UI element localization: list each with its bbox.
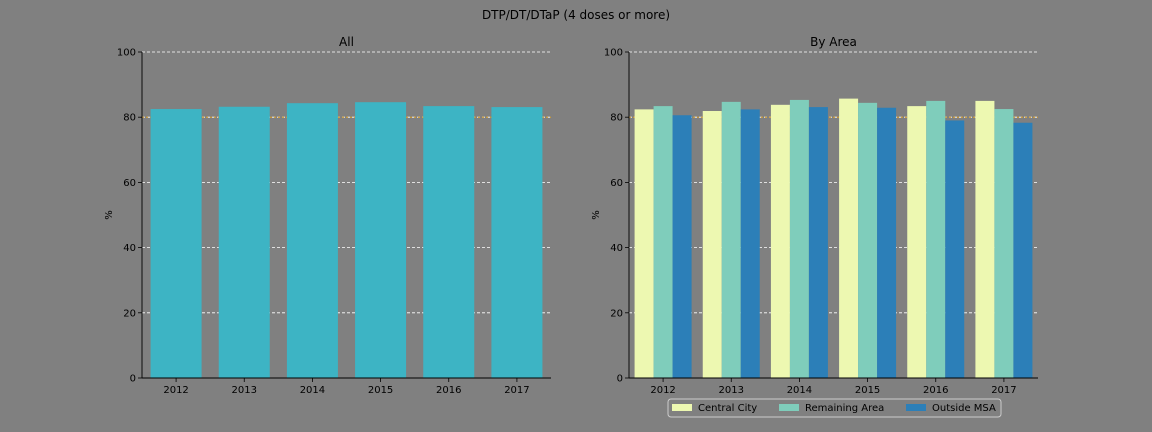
chart-by-area-ytick-label: 0: [617, 374, 623, 385]
chart-all-xtick-label: 2017: [504, 385, 529, 396]
chart-by-area-xtick-label: 2014: [787, 385, 812, 396]
chart-by-area-bar: [877, 107, 897, 378]
chart-all-ytick-label: 20: [123, 308, 136, 319]
chart-all-bar: [218, 106, 270, 378]
chart-by-area-legend-label: Outside MSA: [932, 403, 996, 414]
chart-all-xtick-label: 2013: [232, 385, 257, 396]
chart-all-ytick-label: 80: [123, 113, 136, 124]
chart-by-area-bar: [994, 109, 1014, 379]
chart-all-ytick-label: 100: [117, 48, 136, 59]
chart-by-area-xtick-label: 2016: [923, 385, 948, 396]
chart-by-area-xtick-label: 2013: [719, 385, 744, 396]
chart-by-area-legend-label: Remaining Area: [805, 403, 884, 414]
chart-all-title: All: [339, 35, 354, 49]
chart-all-xtick-label: 2016: [436, 385, 461, 396]
chart-all-bar: [286, 103, 338, 378]
chart-by-area-legend-label: Central City: [698, 403, 757, 414]
chart-by-area-ytick-label: 40: [610, 243, 623, 254]
chart-by-area-xtick-label: 2017: [991, 385, 1016, 396]
chart-by-area-bar: [858, 102, 878, 378]
chart-all-ytick-label: 0: [130, 374, 136, 385]
chart-by-area-legend-frame: [667, 398, 1002, 418]
chart-by-area-ytick-label: 60: [610, 178, 623, 189]
chart-by-area-bar: [634, 109, 654, 378]
chart-by-area-legend: Central City Remaining Area Outside MSA: [667, 398, 1002, 418]
chart-all-bar: [423, 106, 475, 378]
chart-by-area-bar: [740, 109, 760, 378]
chart-all-xtick-label: 2012: [163, 385, 188, 396]
chart-all-bar: [150, 109, 202, 379]
chart-by-area-ytick-label: 20: [610, 308, 623, 319]
chart-all-xtick-label: 2014: [300, 385, 325, 396]
chart-by-area-bar: [702, 111, 722, 379]
chart-by-area-legend-swatch: [672, 404, 692, 411]
chart-by-area-ylabel: %: [591, 210, 602, 220]
chart-all-ytick-label: 40: [123, 243, 136, 254]
chart-by-area-legend-swatch: [779, 404, 799, 411]
chart-by-area-xtick-label: 2012: [650, 385, 675, 396]
chart-all-bar: [491, 107, 543, 379]
chart-by-area-bar: [839, 98, 859, 379]
chart-by-area-ytick-label: 100: [604, 48, 623, 59]
chart-all-ylabel: %: [104, 210, 115, 220]
chart-by-area-bar: [907, 106, 927, 378]
figure-title: DTP/DT/DTaP (4 doses or more): [482, 8, 670, 22]
chart-by-area-legend-swatch: [906, 404, 926, 411]
chart-by-area-bar: [789, 99, 809, 378]
chart-by-area-bar: [653, 106, 673, 378]
chart-by-area: By Area % 0 20 40 60 80 100 2012 2013 2014 2015 20…: [591, 35, 1038, 418]
chart-by-area-ytick-label: 80: [610, 113, 623, 124]
chart-by-area-bar: [672, 115, 692, 378]
chart-all-ytick-label: 60: [123, 178, 136, 189]
chart-by-area-bar: [770, 104, 790, 378]
chart-by-area-title: By Area: [810, 35, 857, 49]
chart-by-area-bar: [975, 100, 995, 379]
chart-by-area-bar: [721, 101, 741, 379]
chart-by-area-bar: [926, 100, 946, 379]
chart-all-bar: [355, 102, 407, 378]
chart-by-area-bar: [808, 107, 828, 379]
chart-by-area-xtick-label: 2015: [855, 385, 880, 396]
chart-by-area-bar: [945, 120, 965, 379]
chart-all: All % 0 20 40 60 80 100 2012 2013 2014 2015 2016 20…: [104, 35, 551, 396]
chart-by-area-bar: [1013, 122, 1033, 378]
chart-all-xtick-label: 2015: [368, 385, 393, 396]
